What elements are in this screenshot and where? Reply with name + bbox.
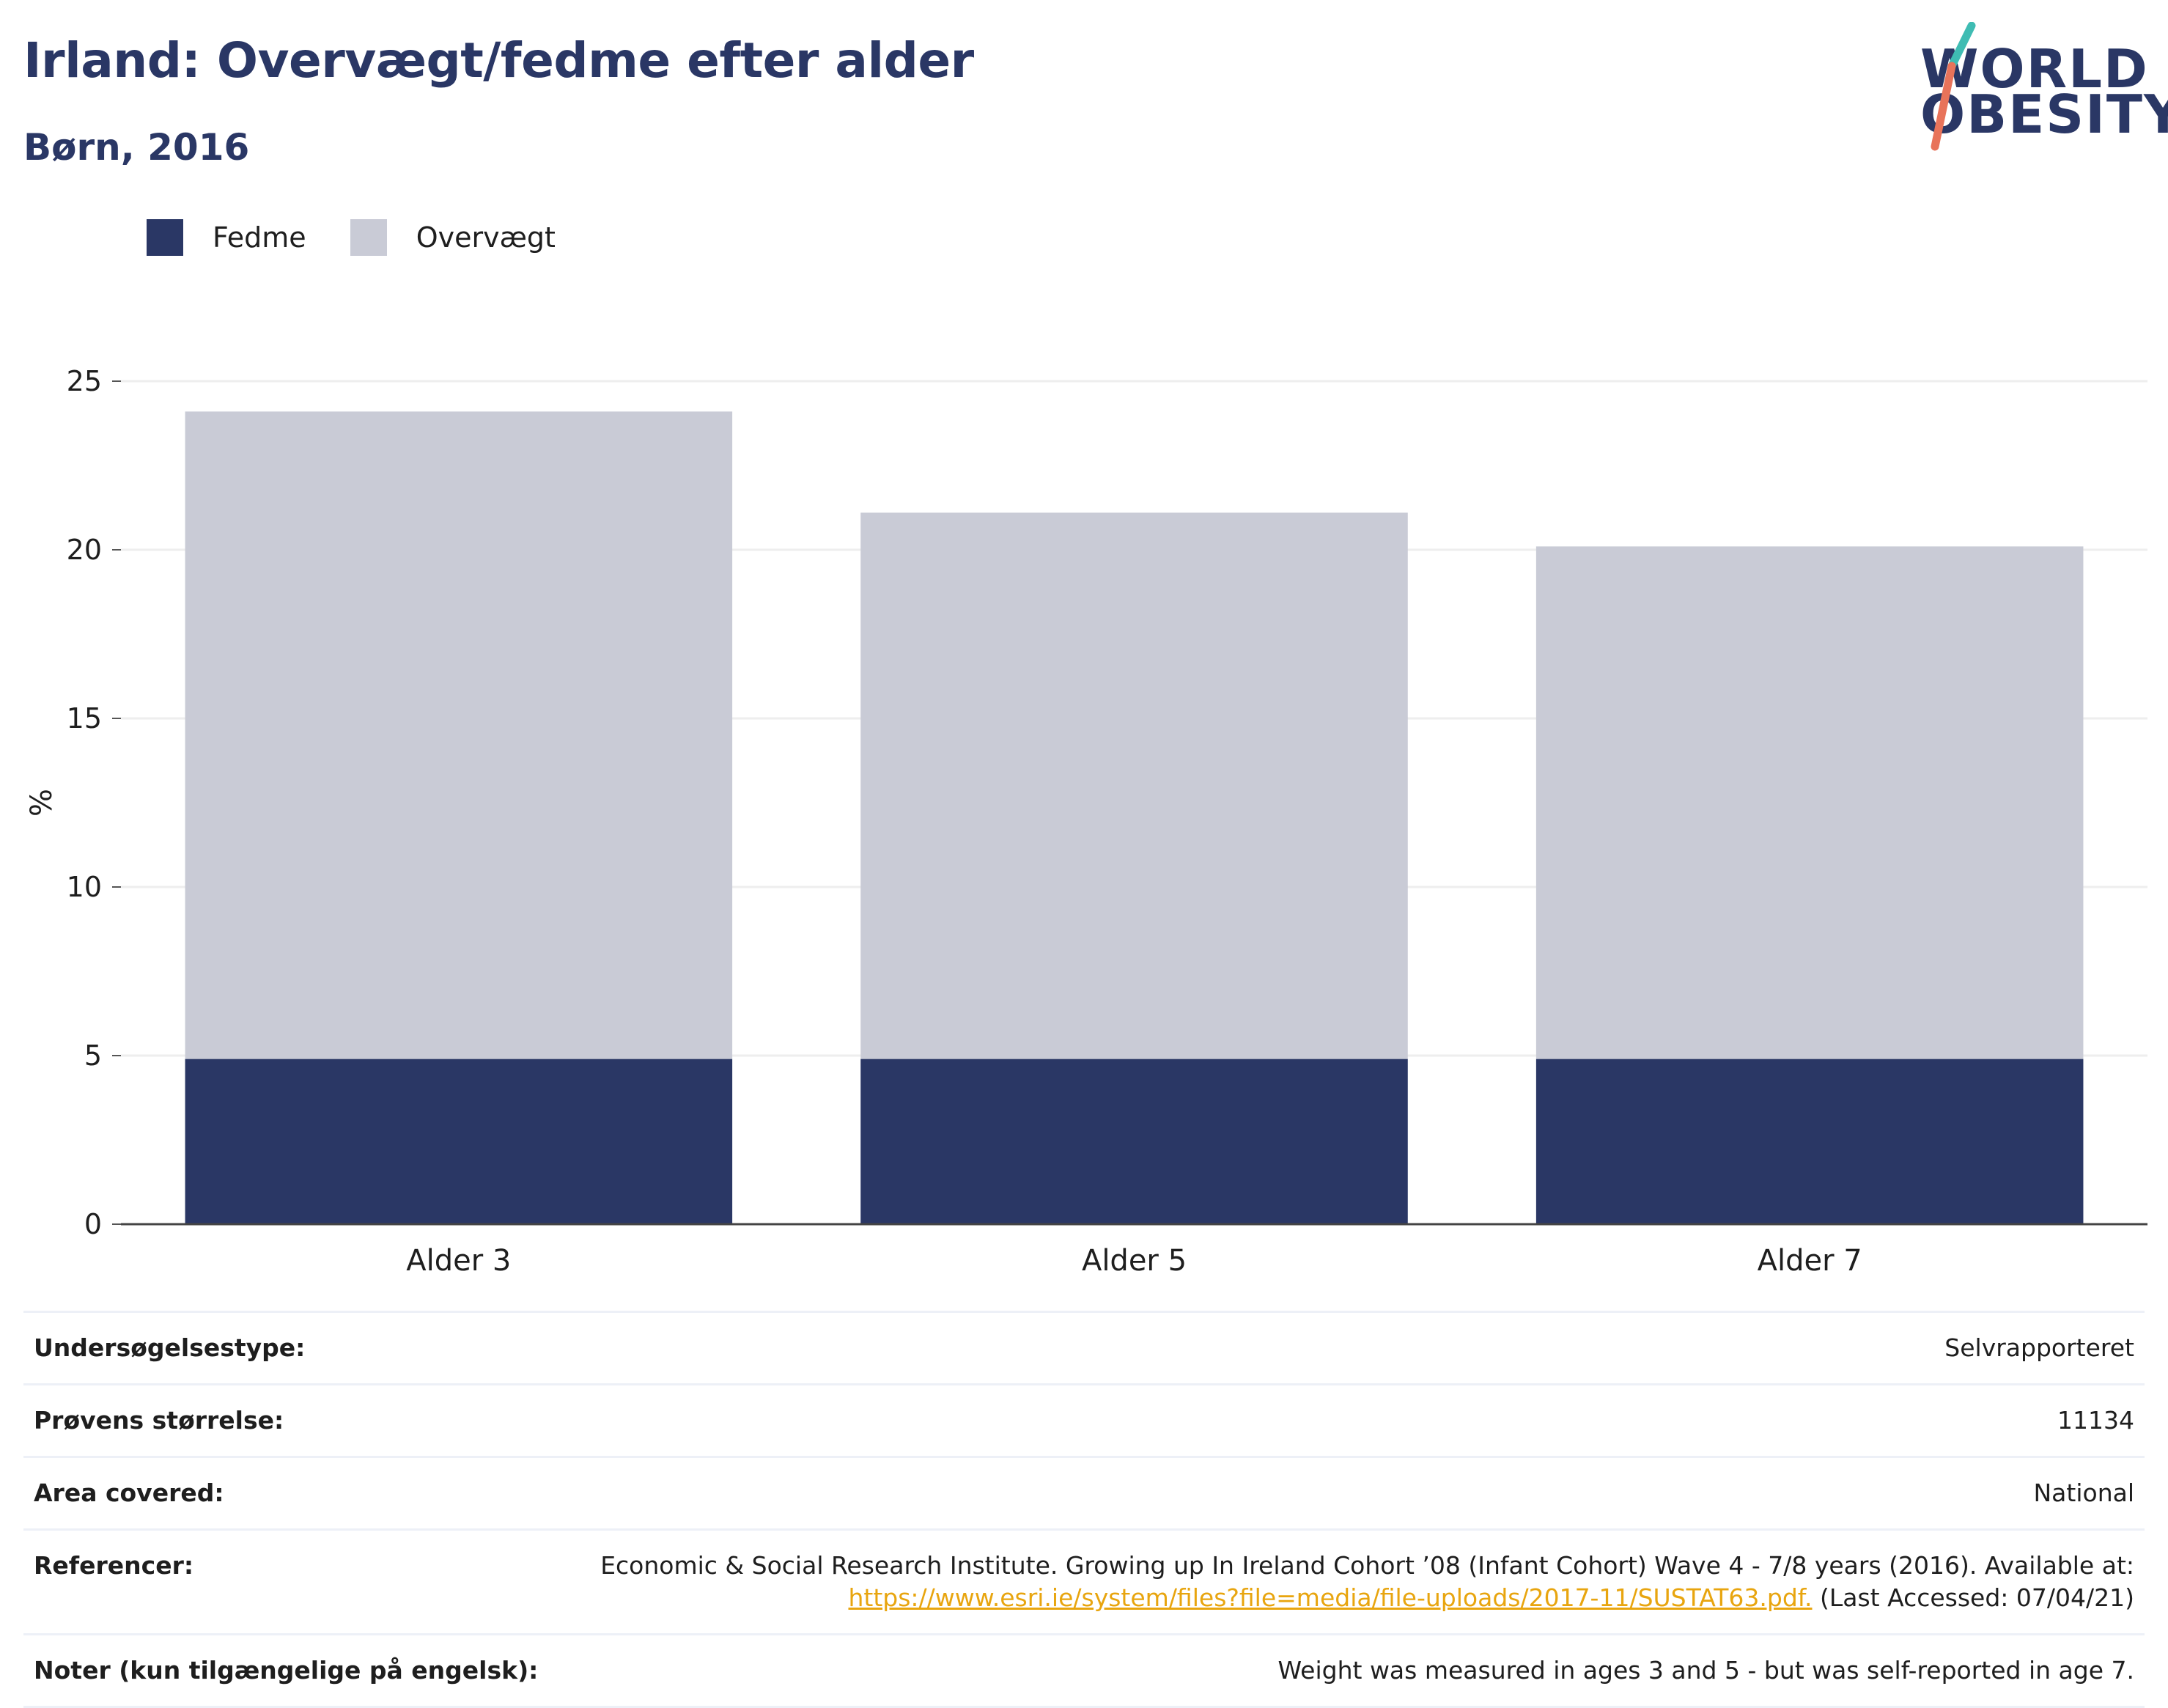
reference-accessed: (Last Accessed: 07/04/21) [1812,1583,2134,1612]
chart-axes [112,380,2147,1226]
world-obesity-logo[interactable]: WORLD OBESITY [1906,22,2168,154]
area-label: Area covered: [34,1479,224,1507]
legend-swatch-fedme [147,219,183,256]
y-tick-label: 0 [84,1208,102,1240]
legend-swatch-overvaegt [350,219,387,256]
page-title: Irland: Overvægt/fedme efter alder [23,32,974,89]
logo-slash-icon [1931,22,1976,151]
bar-overvaegt[interactable] [860,512,1408,1059]
info-row-notes: Noter (kun tilgængelige på engelsk): Wei… [23,1633,2145,1708]
survey-info-table: Undersøgelsestype: Selvrapporteret Prøve… [23,1311,2145,1708]
bar-chart: 0 5 10 15 20 25 Alder 3 Alder 5 Alder 7% [25,365,2147,1276]
y-tick-label: 20 [67,534,102,566]
legend-item-fedme[interactable]: Fedme [147,219,306,256]
bar-fedme[interactable] [185,1059,733,1224]
references-label: Referencer: [34,1551,194,1580]
notes-label: Noter (kun tilgængelige på engelsk): [34,1656,539,1685]
bar-overvaegt[interactable] [185,411,733,1059]
x-tick-label: Alder 7 [1758,1244,1862,1276]
info-row-references: Referencer: Economic & Social Research I… [23,1528,2145,1633]
x-tick-label: Alder 5 [1082,1244,1187,1276]
reference-link[interactable]: https://www.esri.ie/system/files?file=me… [848,1583,1813,1612]
chart-labels: 0 5 10 15 20 25 Alder 3 Alder 5 Alder 7% [25,365,1862,1276]
legend-label-overvaegt: Overvægt [416,221,556,254]
notes-value: Weight was measured in ages 3 and 5 - bu… [1277,1656,2134,1685]
y-tick-label: 15 [67,702,102,735]
bar-overvaegt[interactable] [1535,546,2084,1059]
bar-fedme[interactable] [860,1059,1408,1224]
chart-legend: Fedme Overvægt [147,217,600,258]
legend-label-fedme: Fedme [213,221,306,254]
info-row-area: Area covered: National [23,1456,2145,1528]
legend-item-overvaegt[interactable]: Overvægt [350,219,556,256]
y-tick-label: 5 [84,1039,102,1072]
y-axis-label: % [25,789,59,817]
x-tick-label: Alder 3 [406,1244,511,1276]
info-row-sample-size: Prøvens størrelse: 11134 [23,1383,2145,1456]
y-tick-label: 10 [67,871,102,903]
chart-bars [185,411,2084,1224]
area-value: National [2033,1479,2134,1507]
references-value: Economic & Social Research Institute. Gr… [600,1550,2134,1614]
survey-type-value: Selvrapporteret [1944,1333,2134,1362]
survey-type-label: Undersøgelsestype: [34,1333,306,1362]
logo-text-line2: OBESITY [1920,84,2168,145]
reference-text: Economic & Social Research Institute. Gr… [600,1551,2134,1580]
bar-fedme[interactable] [1535,1059,2084,1224]
info-row-survey-type: Undersøgelsestype: Selvrapporteret [23,1311,2145,1383]
sample-size-label: Prøvens størrelse: [34,1406,284,1435]
page-subtitle: Børn, 2016 [23,126,250,169]
sample-size-value: 11134 [2057,1406,2134,1435]
y-tick-label: 25 [67,365,102,397]
